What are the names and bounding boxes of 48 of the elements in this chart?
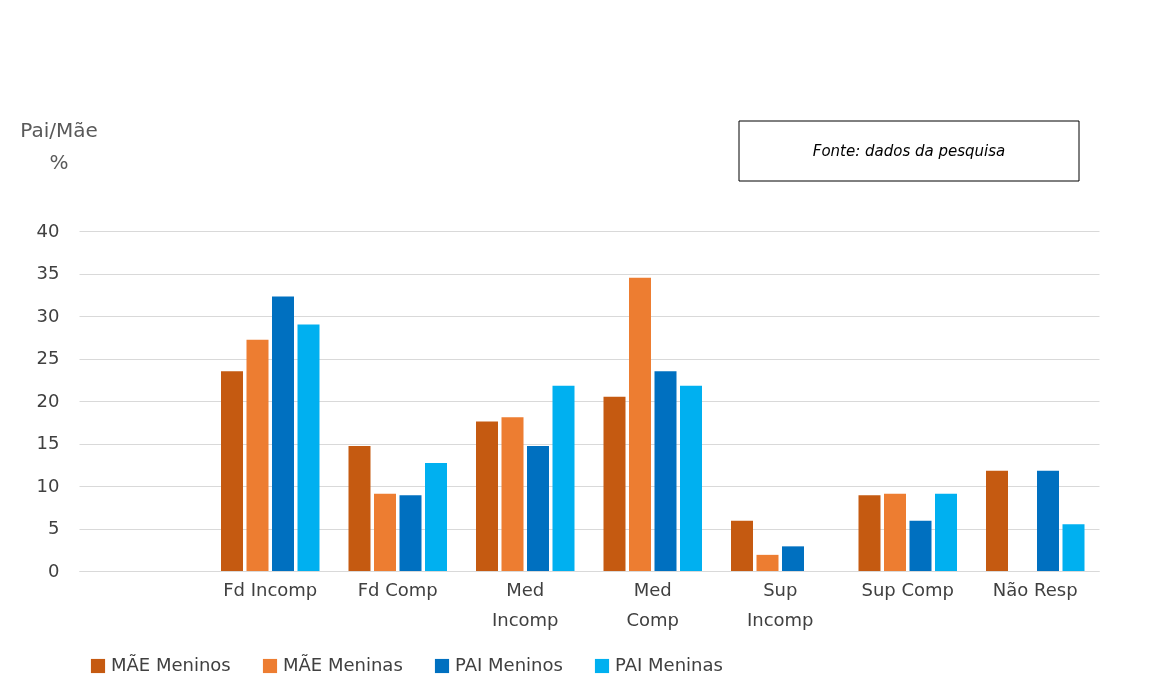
- bar: [603, 396, 626, 571]
- y-tick-label: 20: [36, 389, 60, 411]
- bar: [782, 546, 804, 571]
- bar: [731, 520, 753, 571]
- bar: [629, 277, 651, 571]
- bar: [297, 324, 320, 571]
- source-note: Fonte: dados da pesquisa: [812, 142, 1006, 160]
- bar: [680, 385, 702, 571]
- bar: [272, 296, 294, 571]
- x-tick-label: Fd Comp: [357, 578, 438, 600]
- y-tick-label: 10: [36, 474, 60, 496]
- y-axis-title: Pai/Mãe %: [20, 118, 98, 174]
- bar: [221, 371, 243, 571]
- bar: [884, 493, 906, 571]
- x-tick-label: Não Resp: [992, 578, 1078, 600]
- bar: [246, 339, 269, 571]
- y-tick-label: 35: [36, 262, 60, 283]
- y-tick-label: 0: [48, 559, 60, 581]
- legend-label: MÃE Meninos: [111, 654, 231, 675]
- y-tick-label: 25: [36, 347, 60, 368]
- x-tick-label: Fd Incomp: [223, 578, 318, 600]
- y-tick-label: 40: [36, 219, 60, 241]
- bar: [476, 421, 498, 571]
- bar: [527, 446, 549, 571]
- x-tick-label: Med Comp: [626, 578, 680, 630]
- legend-label: MÃE Meninas: [283, 654, 403, 675]
- y-tick-label: 30: [36, 304, 60, 326]
- bar: [858, 495, 881, 571]
- bar: [348, 446, 371, 571]
- y-tick-label: 5: [48, 517, 60, 538]
- bar: [501, 417, 524, 571]
- bar: [909, 520, 932, 571]
- bar: [374, 493, 396, 571]
- bar: [1037, 470, 1059, 571]
- bar: [1062, 524, 1085, 571]
- bar: [425, 463, 447, 571]
- legend-label: PAI Meninas: [615, 654, 723, 675]
- legend-label: PAI Meninos: [455, 654, 563, 675]
- bar: [654, 371, 677, 571]
- bar: [399, 495, 422, 571]
- bar: [552, 385, 575, 571]
- x-tick-label: Sup Incomp: [746, 578, 814, 630]
- x-tick-label: Sup Comp: [861, 578, 955, 600]
- x-tick-label: Med Incomp: [491, 578, 559, 630]
- y-tick-label: 15: [36, 432, 60, 453]
- bar: [986, 470, 1008, 571]
- bar: [935, 493, 957, 571]
- bar: [756, 554, 779, 571]
